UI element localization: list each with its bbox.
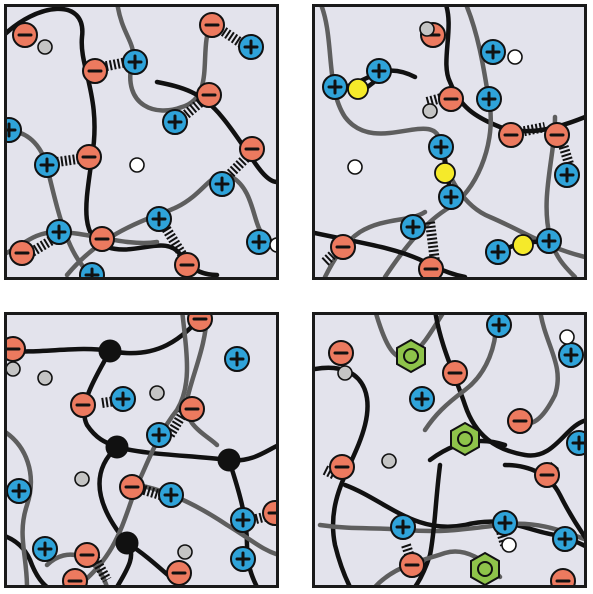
positive-charge-icon [230,546,256,572]
counterion-icon [149,385,165,401]
positive-charge-icon [230,507,256,533]
negative-charge-icon [12,22,38,48]
positive-charge-icon [7,117,22,143]
positive-charge-icon [7,478,32,504]
negative-charge-icon [196,82,222,108]
polymer-network-diagram [315,315,584,585]
crosslink-node-icon [98,339,122,363]
negative-charge-icon [262,500,276,526]
negative-charge-icon [199,12,225,38]
negative-charge-icon [329,454,355,480]
metal-ion-icon [347,78,369,100]
negative-charge-icon [7,336,26,362]
counterion-icon [422,103,438,119]
metal-ion-icon [512,234,534,256]
positive-charge-icon [390,514,416,540]
negative-charge-icon [418,256,444,277]
positive-charge-icon [554,162,580,188]
positive-charge-icon [552,526,578,552]
counterion-icon [337,365,353,381]
positive-charge-icon [146,422,172,448]
negative-charge-icon [550,568,576,585]
negative-charge-icon [328,340,354,366]
panel-covalent-crosslinks [4,312,279,588]
positive-charge-icon [162,109,188,135]
positive-charge-icon [322,74,348,100]
counterion-icon [74,471,90,487]
positive-charge-icon [486,315,512,338]
counterion-icon [177,544,193,560]
panel-aromatic-stacking [312,312,587,588]
counterion-icon [7,361,21,377]
counterion-icon [37,39,53,55]
positive-charge-icon [409,386,435,412]
negative-charge-icon [89,226,115,252]
negative-charge-icon [70,392,96,418]
benzene-ring-icon [396,338,426,374]
positive-charge-icon [34,152,60,178]
negative-charge-icon [62,568,88,585]
counterion-icon [559,329,575,345]
negative-charge-icon [498,122,524,148]
positive-charge-icon [32,536,58,562]
positive-charge-icon [476,86,502,112]
positive-charge-icon [46,219,72,245]
negative-charge-icon [507,408,533,434]
positive-charge-icon [438,184,464,210]
counterion-icon [347,159,363,175]
panel-ionic-crosslinks [4,4,279,280]
counterion-icon [269,237,276,253]
counterion-icon [419,21,435,37]
positive-charge-icon [238,34,264,60]
panel-metal-ion-coordination [312,4,587,280]
crosslink-node-icon [217,448,241,472]
positive-charge-icon [146,206,172,232]
counterion-icon [381,453,397,469]
counterion-icon [129,157,145,173]
negative-charge-icon [187,315,213,332]
positive-charge-icon [110,386,136,412]
counterion-icon [507,49,523,65]
positive-charge-icon [158,482,184,508]
negative-charge-icon [442,360,468,386]
positive-charge-icon [366,58,392,84]
positive-charge-icon [536,228,562,254]
negative-charge-icon [239,136,265,162]
polymer-network-diagram [315,7,584,277]
benzene-ring-icon [470,551,500,585]
positive-charge-icon [492,510,518,536]
polymer-network-diagram [7,7,276,277]
positive-charge-icon [224,346,250,372]
negative-charge-icon [82,58,108,84]
positive-charge-icon [122,49,148,75]
negative-charge-icon [119,474,145,500]
negative-charge-icon [174,252,200,277]
crosslink-node-icon [115,531,139,555]
positive-charge-icon [209,171,235,197]
benzene-ring-icon [450,421,480,457]
negative-charge-icon [534,462,560,488]
metal-ion-icon [434,162,456,184]
negative-charge-icon [74,542,100,568]
negative-charge-icon [399,552,425,578]
counterion-icon [501,537,517,553]
positive-charge-icon [428,134,454,160]
negative-charge-icon [9,240,35,266]
negative-charge-icon [544,122,570,148]
polymer-network-diagram [7,315,276,585]
negative-charge-icon [179,396,205,422]
counterion-icon [37,370,53,386]
negative-charge-icon [76,144,102,170]
negative-charge-icon [330,234,356,260]
positive-charge-icon [480,39,506,65]
positive-charge-icon [79,262,105,277]
positive-charge-icon [558,342,584,368]
positive-charge-icon [566,430,584,456]
positive-charge-icon [400,214,426,240]
positive-charge-icon [485,239,511,265]
negative-charge-icon [166,560,192,585]
negative-charge-icon [438,86,464,112]
crosslink-node-icon [105,435,129,459]
positive-charge-icon [246,229,272,255]
